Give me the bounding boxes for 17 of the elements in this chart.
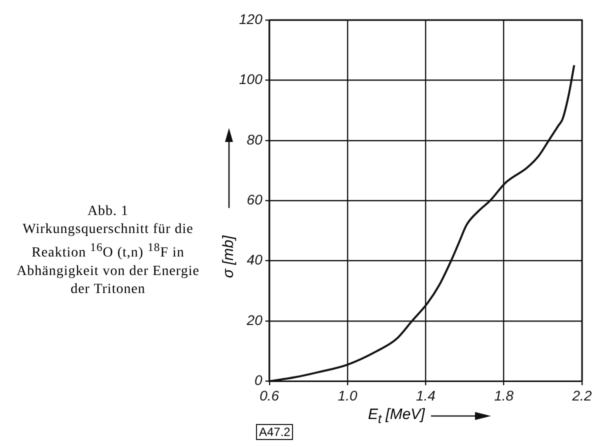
text: Abb. 1 — [86, 203, 130, 221]
y-tick-label: 0 — [254, 372, 263, 388]
text: A47.2 — [256, 424, 294, 440]
y-tick-label: 120 — [239, 10, 263, 27]
x-tick-label: 1.8 — [494, 387, 514, 404]
y-axis-title: σ [mb] — [220, 236, 237, 278]
x-tick-label: 0.6 — [260, 387, 280, 404]
x-axis-title: E$_{t}$ [MeV] — [368, 406, 425, 426]
x-tick-label: 1.4 — [416, 387, 436, 404]
x-tick-label: 2.2 — [571, 387, 592, 404]
y-tick-label: 100 — [239, 71, 263, 88]
y-tick-label: 60 — [246, 191, 263, 208]
y-tick-label: 40 — [246, 252, 263, 268]
x-tick-label: 1.0 — [338, 387, 358, 404]
text: Wirkungsquerschnitt für die Reaktion $^{16}$O (t,n) $^{18}$F in Abhängigkeit von der Energie der Tritonen — [16, 221, 200, 299]
y-tick-label: 80 — [246, 131, 263, 148]
y-tick-label: 20 — [246, 312, 263, 328]
